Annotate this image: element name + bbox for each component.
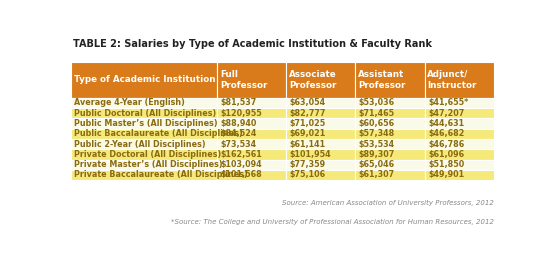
Bar: [287, 159, 355, 170]
Text: Private Master’s (All Disciplines): Private Master’s (All Disciplines): [74, 160, 223, 169]
Text: $84,524: $84,524: [221, 129, 257, 138]
Text: $41,655*: $41,655*: [428, 99, 468, 108]
Text: $61,141: $61,141: [290, 140, 326, 149]
Text: $53,534: $53,534: [359, 140, 395, 149]
Bar: [71, 170, 217, 180]
Text: $61,307: $61,307: [359, 170, 395, 179]
Bar: [355, 139, 425, 149]
Text: Public 2-Year (All Disciplines): Public 2-Year (All Disciplines): [74, 140, 206, 149]
Bar: [355, 159, 425, 170]
Text: Private Baccalaureate (All Disciplines): Private Baccalaureate (All Disciplines): [74, 170, 248, 179]
Bar: [71, 159, 217, 170]
Bar: [217, 159, 287, 170]
Bar: [425, 118, 494, 129]
Bar: [71, 108, 217, 118]
Text: Source: American Association of University Professors, 2012: Source: American Association of Universi…: [282, 200, 494, 206]
Text: Type of Academic Institution: Type of Academic Institution: [74, 75, 216, 84]
Text: $77,359: $77,359: [290, 160, 326, 169]
Text: $71,025: $71,025: [290, 119, 326, 128]
Text: $65,046: $65,046: [359, 160, 395, 169]
Text: $88,940: $88,940: [221, 119, 257, 128]
Bar: [425, 139, 494, 149]
Text: $73,534: $73,534: [221, 140, 257, 149]
Text: Average 4-Year (English): Average 4-Year (English): [74, 99, 185, 108]
Bar: [355, 118, 425, 129]
Text: $81,537: $81,537: [221, 99, 257, 108]
Text: $120,955: $120,955: [221, 109, 262, 118]
Bar: [71, 139, 217, 149]
Bar: [287, 170, 355, 180]
Text: $63,054: $63,054: [290, 99, 326, 108]
Bar: [355, 170, 425, 180]
Text: Private Doctoral (All Disciplines): Private Doctoral (All Disciplines): [74, 150, 222, 159]
Bar: [287, 108, 355, 118]
Text: $69,021: $69,021: [290, 129, 326, 138]
Bar: [425, 159, 494, 170]
Text: $82,777: $82,777: [290, 109, 326, 118]
Text: $61,096: $61,096: [428, 150, 464, 159]
Bar: [355, 98, 425, 108]
Bar: [425, 129, 494, 139]
Text: $47,207: $47,207: [428, 109, 464, 118]
Text: $60,656: $60,656: [359, 119, 395, 128]
Bar: [425, 149, 494, 159]
Bar: [217, 118, 287, 129]
Text: $103,094: $103,094: [221, 160, 262, 169]
Bar: [425, 108, 494, 118]
Bar: [71, 62, 217, 98]
Bar: [287, 129, 355, 139]
Bar: [71, 118, 217, 129]
Bar: [425, 98, 494, 108]
Text: $101,568: $101,568: [221, 170, 262, 179]
Text: $51,850: $51,850: [428, 160, 464, 169]
Text: $71,465: $71,465: [359, 109, 395, 118]
Bar: [355, 149, 425, 159]
Bar: [355, 129, 425, 139]
Text: $46,786: $46,786: [428, 140, 464, 149]
Bar: [217, 129, 287, 139]
Bar: [425, 170, 494, 180]
Bar: [217, 98, 287, 108]
Text: $101,954: $101,954: [290, 150, 331, 159]
Text: Assistant
Professor: Assistant Professor: [358, 70, 405, 89]
Bar: [355, 108, 425, 118]
Bar: [71, 129, 217, 139]
Bar: [217, 108, 287, 118]
Bar: [425, 62, 494, 98]
Text: Associate
Professor: Associate Professor: [289, 70, 337, 89]
Bar: [217, 62, 287, 98]
Text: $89,307: $89,307: [359, 150, 395, 159]
Text: *Source: The College and University of Professional Association for Human Resour: *Source: The College and University of P…: [171, 219, 494, 225]
Bar: [287, 118, 355, 129]
Text: Public Doctoral (All Disciplines): Public Doctoral (All Disciplines): [74, 109, 217, 118]
Text: $53,036: $53,036: [359, 99, 395, 108]
Text: TABLE 2: Salaries by Type of Academic Institution & Faculty Rank: TABLE 2: Salaries by Type of Academic In…: [73, 39, 432, 49]
Text: Public Master’s (All Disciplines): Public Master’s (All Disciplines): [74, 119, 218, 128]
Bar: [287, 98, 355, 108]
Bar: [287, 149, 355, 159]
Text: Adjunct/
Instructor: Adjunct/ Instructor: [427, 70, 476, 89]
Bar: [217, 139, 287, 149]
Text: $49,901: $49,901: [428, 170, 464, 179]
Text: $57,348: $57,348: [359, 129, 395, 138]
Bar: [71, 98, 217, 108]
Bar: [217, 149, 287, 159]
Bar: [355, 62, 425, 98]
Text: Full
Professor: Full Professor: [220, 70, 267, 89]
Text: $46,682: $46,682: [428, 129, 464, 138]
Text: Public Baccalaureate (All Disciplines): Public Baccalaureate (All Disciplines): [74, 129, 243, 138]
Text: $44,631: $44,631: [428, 119, 464, 128]
Text: $75,106: $75,106: [290, 170, 326, 179]
Bar: [71, 149, 217, 159]
Bar: [217, 170, 287, 180]
Bar: [287, 62, 355, 98]
Bar: [287, 139, 355, 149]
Text: $162,561: $162,561: [221, 150, 262, 159]
